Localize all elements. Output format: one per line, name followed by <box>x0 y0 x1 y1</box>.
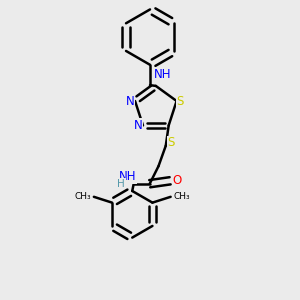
Text: S: S <box>177 94 184 107</box>
Text: N: N <box>126 94 134 107</box>
Text: N: N <box>134 119 142 132</box>
Text: O: O <box>173 174 182 187</box>
Text: CH₃: CH₃ <box>74 192 91 201</box>
Text: CH₃: CH₃ <box>174 192 190 201</box>
Text: H: H <box>118 179 125 189</box>
Text: NH: NH <box>119 170 136 183</box>
Text: S: S <box>167 136 175 149</box>
Text: NH: NH <box>154 68 172 82</box>
